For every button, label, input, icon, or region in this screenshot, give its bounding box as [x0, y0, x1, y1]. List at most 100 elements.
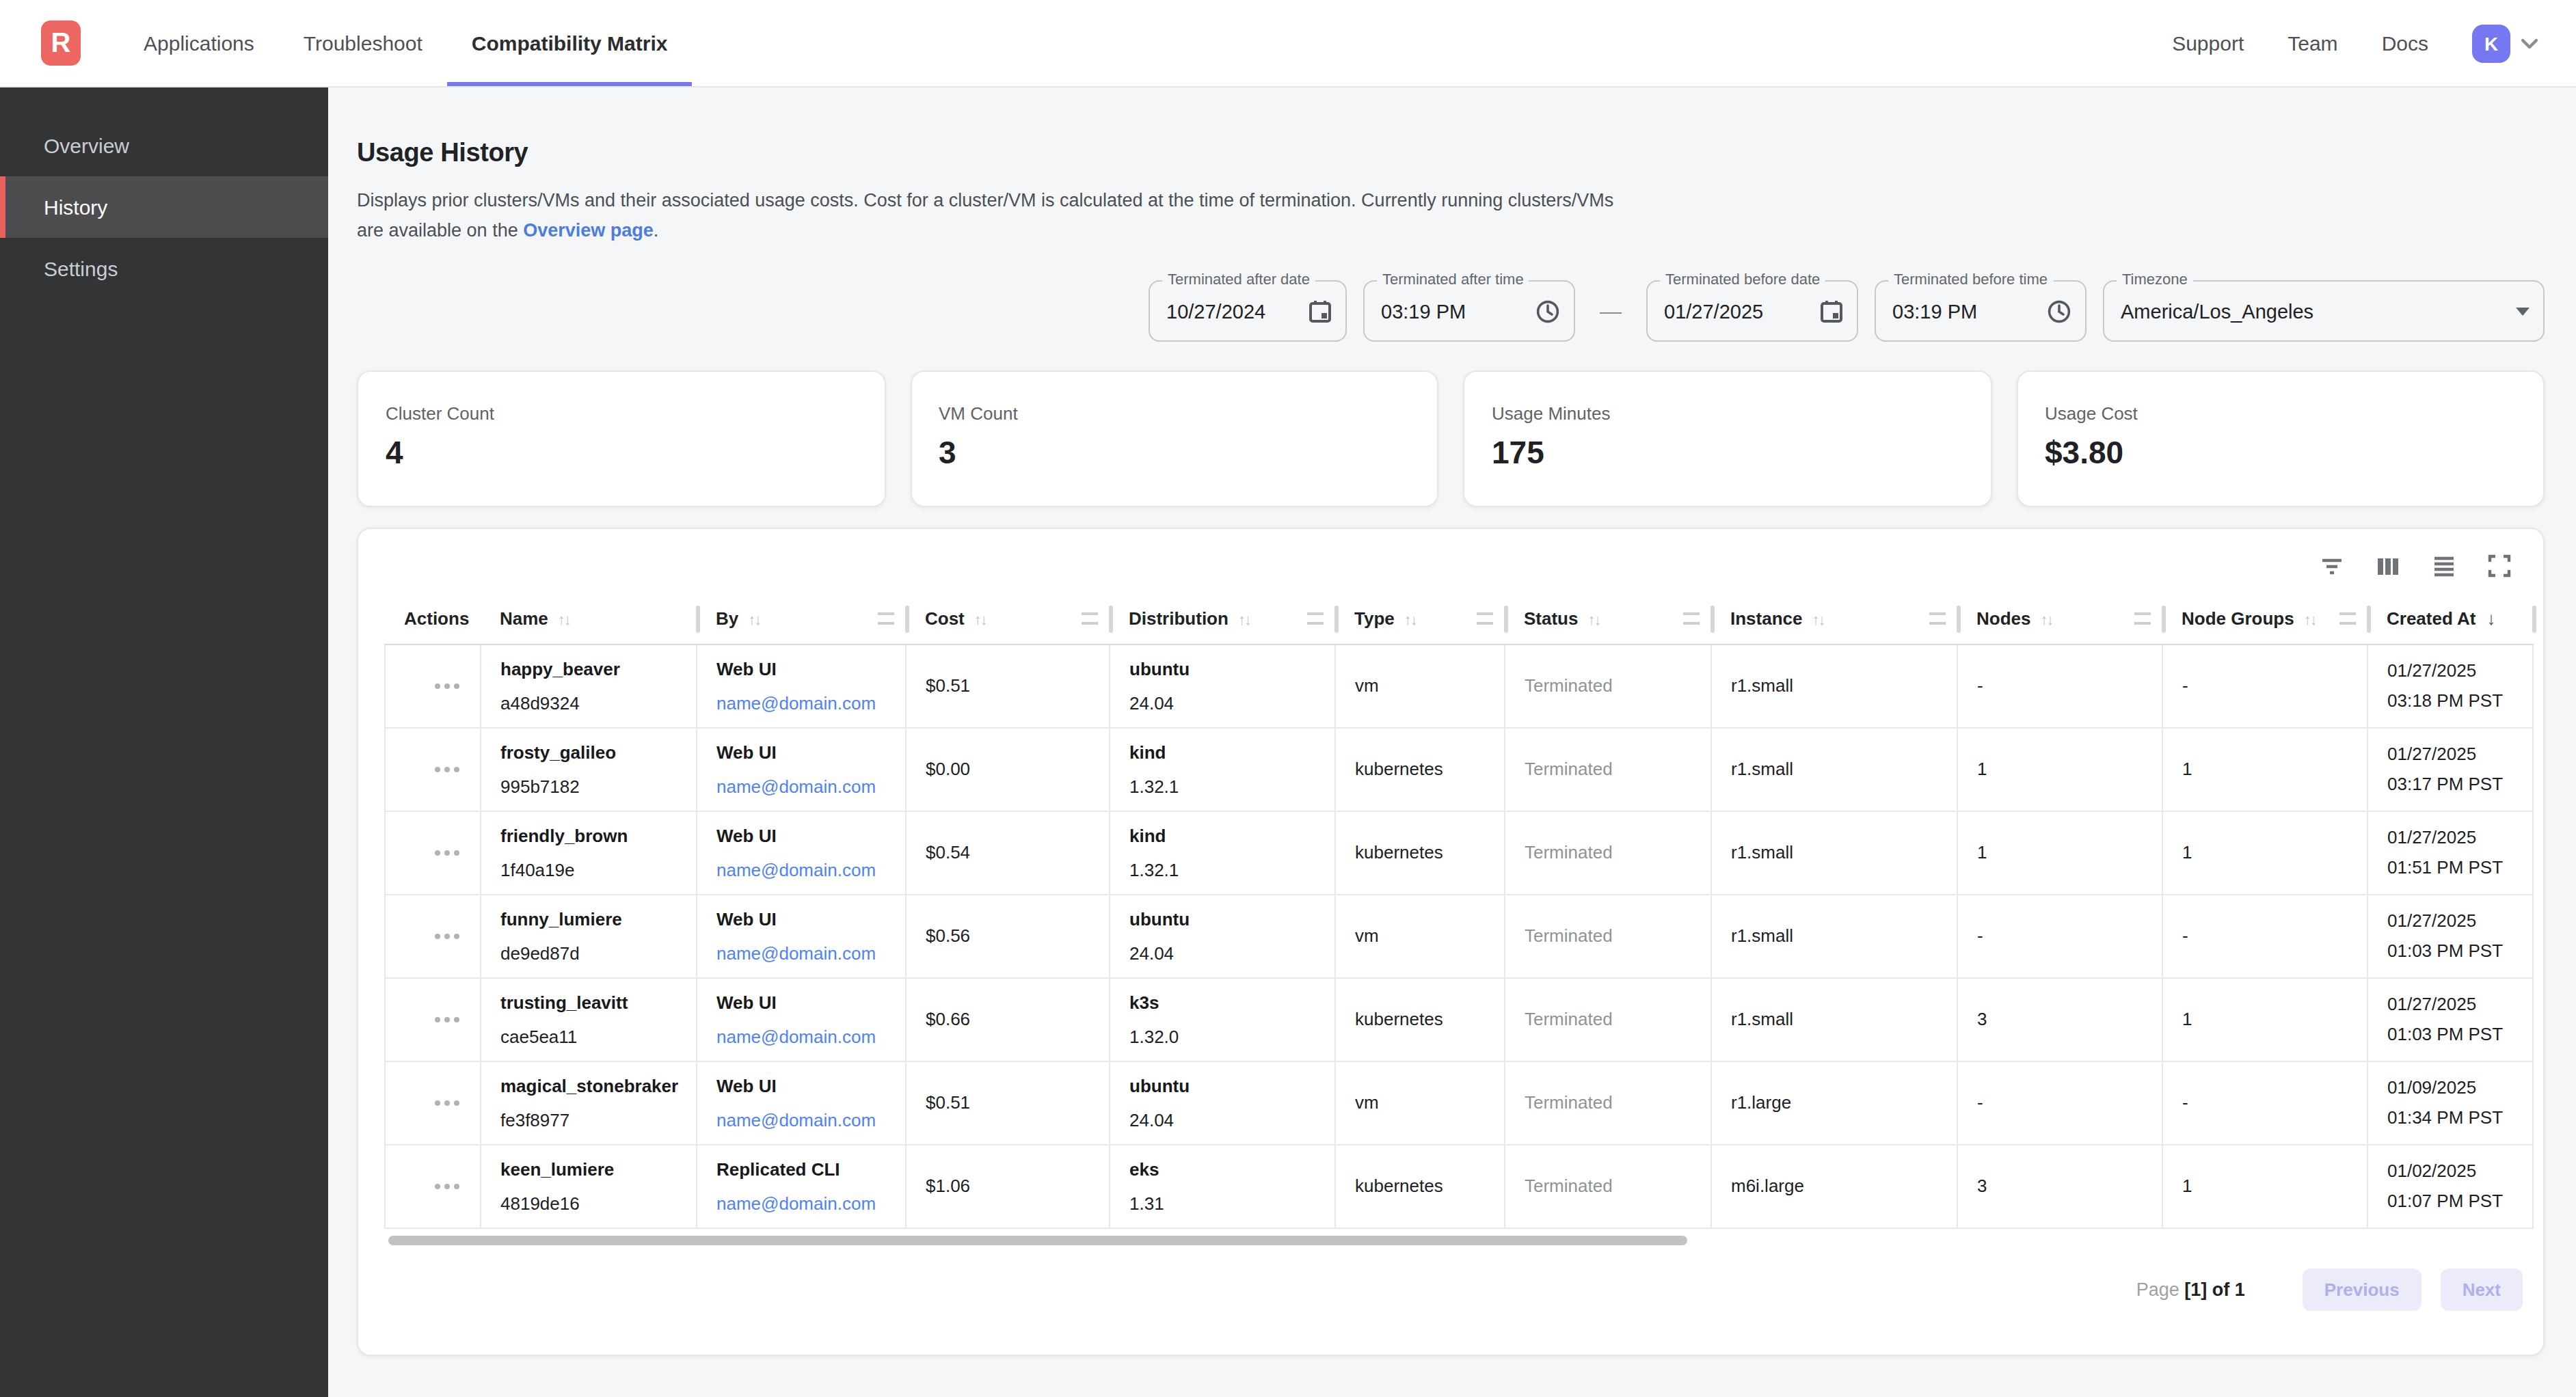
top-nav: R Applications Troubleshoot Compatibilit…	[0, 0, 2576, 87]
column-menu-icon[interactable]	[2134, 613, 2150, 625]
sort-arrows-icon[interactable]: ↑↓	[2304, 611, 2316, 627]
by-cell: Web UIname@domain.com	[697, 894, 906, 977]
terminated-before-time-field[interactable]: Terminated before time 03:19 PM	[1875, 280, 2087, 342]
distribution-cell: eks1.31	[1110, 1144, 1335, 1228]
filter-icon[interactable]	[2319, 553, 2345, 579]
created-date: 01/27/2025	[2387, 827, 2524, 847]
sort-arrows-icon[interactable]: ↑↓	[974, 611, 987, 627]
tab-compatibility-matrix[interactable]: Compatibility Matrix	[447, 0, 693, 86]
sort-arrows-icon[interactable]: ↑↓	[1404, 611, 1417, 627]
status-cell: Terminated	[1505, 811, 1711, 894]
column-header-by[interactable]: By ↑↓	[697, 595, 906, 644]
sort-arrows-icon[interactable]: ↑↓	[748, 611, 760, 627]
created-date: 01/27/2025	[2387, 910, 2524, 931]
column-label: Node Groups	[2182, 609, 2294, 629]
sidebar-item-overview[interactable]: Overview	[0, 115, 328, 176]
terminated-after-time-field[interactable]: Terminated after time 03:19 PM	[1363, 280, 1575, 342]
column-menu-icon[interactable]	[1682, 613, 1699, 625]
created-by-email-link[interactable]: name@domain.com	[716, 692, 897, 713]
column-menu-icon[interactable]	[2339, 613, 2355, 625]
column-menu-icon[interactable]	[1929, 613, 1945, 625]
column-menu-icon[interactable]	[1081, 613, 1097, 625]
clock-icon[interactable]	[2047, 299, 2071, 323]
sort-arrows-icon[interactable]: ↑↓	[1812, 611, 1825, 627]
column-header-type[interactable]: Type↑↓	[1335, 595, 1505, 644]
density-icon[interactable]	[2431, 553, 2457, 579]
tab-applications[interactable]: Applications	[119, 0, 279, 86]
sidebar: Overview History Settings	[0, 87, 328, 1397]
cluster-name: happy_beaver	[500, 658, 688, 679]
fullscreen-icon[interactable]	[2487, 554, 2512, 578]
column-label: Status	[1524, 609, 1578, 629]
description-period: .	[654, 219, 659, 240]
nodes-cell: -	[1957, 894, 2162, 977]
sort-arrows-icon[interactable]: ↑↓	[558, 611, 570, 627]
node-groups-cell: 1	[2162, 977, 2367, 1061]
row-actions-button[interactable]	[385, 1144, 481, 1228]
terminated-after-date-field[interactable]: Terminated after date 10/27/2024	[1149, 280, 1347, 342]
sidebar-item-history[interactable]: History	[0, 176, 328, 238]
created-date: 01/27/2025	[2387, 660, 2524, 681]
terminated-before-date-field[interactable]: Terminated before date 01/27/2025	[1646, 280, 1858, 342]
column-header-name[interactable]: Name↑↓	[481, 595, 697, 644]
created-by-email-link[interactable]: name@domain.com	[716, 776, 897, 796]
row-actions-button[interactable]	[385, 644, 481, 727]
column-header-instance[interactable]: Instance↑↓	[1711, 595, 1957, 644]
previous-button[interactable]: Previous	[2303, 1268, 2421, 1310]
sort-arrows-icon[interactable]: ↑↓	[1587, 611, 1600, 627]
ellipsis-icon	[435, 683, 440, 688]
date-range-separator: —	[1592, 299, 1630, 323]
column-menu-icon[interactable]	[877, 613, 894, 625]
user-avatar[interactable]: K	[2472, 24, 2510, 62]
overview-page-link[interactable]: Overview page	[523, 219, 654, 240]
row-actions-button[interactable]	[385, 811, 481, 894]
row-actions-button[interactable]	[385, 894, 481, 977]
scrollbar-thumb[interactable]	[388, 1235, 1687, 1245]
chevron-down-icon[interactable]	[2519, 32, 2540, 54]
column-header-distribution[interactable]: Distribution↑↓	[1110, 595, 1335, 644]
column-header-node-groups[interactable]: Node Groups ↑↓	[2162, 595, 2367, 644]
columns-icon[interactable]	[2375, 553, 2401, 579]
page-indicator: Page [1] of 1	[2136, 1279, 2245, 1299]
clock-icon[interactable]	[1535, 299, 1560, 323]
field-label: Terminated after date	[1162, 271, 1315, 287]
tab-troubleshoot[interactable]: Troubleshoot	[279, 0, 447, 86]
row-actions-button[interactable]	[385, 977, 481, 1061]
distribution-name: ubuntu	[1129, 1075, 1326, 1096]
row-actions-button[interactable]	[385, 1061, 481, 1144]
calendar-icon[interactable]	[1309, 299, 1332, 323]
nav-link-support[interactable]: Support	[2150, 0, 2266, 86]
timezone-select[interactable]: Timezone America/Los_Angeles	[2103, 280, 2545, 342]
nav-link-docs[interactable]: Docs	[2360, 0, 2450, 86]
name-cell: trusting_leavittcae5ea11	[481, 977, 697, 1061]
ellipsis-icon	[435, 850, 440, 855]
column-header-status[interactable]: Status ↑↓	[1505, 595, 1711, 644]
column-menu-icon[interactable]	[1306, 613, 1323, 625]
next-button[interactable]: Next	[2441, 1268, 2523, 1310]
column-header-cost[interactable]: Cost↑↓	[906, 595, 1110, 644]
replicated-logo[interactable]: R	[41, 21, 81, 66]
row-actions-button[interactable]	[385, 727, 481, 811]
column-header-nodes[interactable]: Nodes↑↓	[1957, 595, 2162, 644]
column-menu-icon[interactable]	[1476, 613, 1492, 625]
created-by-email-link[interactable]: name@domain.com	[716, 1193, 897, 1213]
created-by-email-link[interactable]: name@domain.com	[716, 942, 897, 963]
sidebar-item-settings[interactable]: Settings	[0, 238, 328, 299]
calendar-icon[interactable]	[1820, 299, 1843, 323]
created-by-email-link[interactable]: name@domain.com	[716, 859, 897, 880]
horizontal-scrollbar[interactable]	[384, 1231, 2532, 1249]
column-header-created-at[interactable]: Created At↓	[2367, 595, 2533, 644]
name-cell: keen_lumiere4819de16	[481, 1144, 697, 1228]
created-by-email-link[interactable]: name@domain.com	[716, 1026, 897, 1046]
type-cell: vm	[1335, 644, 1505, 727]
distribution-cell: ubuntu24.04	[1110, 894, 1335, 977]
column-label: By	[716, 609, 738, 629]
sort-arrows-icon[interactable]: ↑↓	[2040, 611, 2052, 627]
sort-desc-icon[interactable]: ↓	[2487, 609, 2496, 629]
ellipsis-icon	[435, 1183, 440, 1189]
nav-link-team[interactable]: Team	[2266, 0, 2359, 86]
app-root: R Applications Troubleshoot Compatibilit…	[0, 0, 2576, 1397]
sort-arrows-icon[interactable]: ↑↓	[1238, 611, 1250, 627]
created-by-email-link[interactable]: name@domain.com	[716, 1109, 897, 1130]
ellipsis-icon	[435, 933, 440, 938]
